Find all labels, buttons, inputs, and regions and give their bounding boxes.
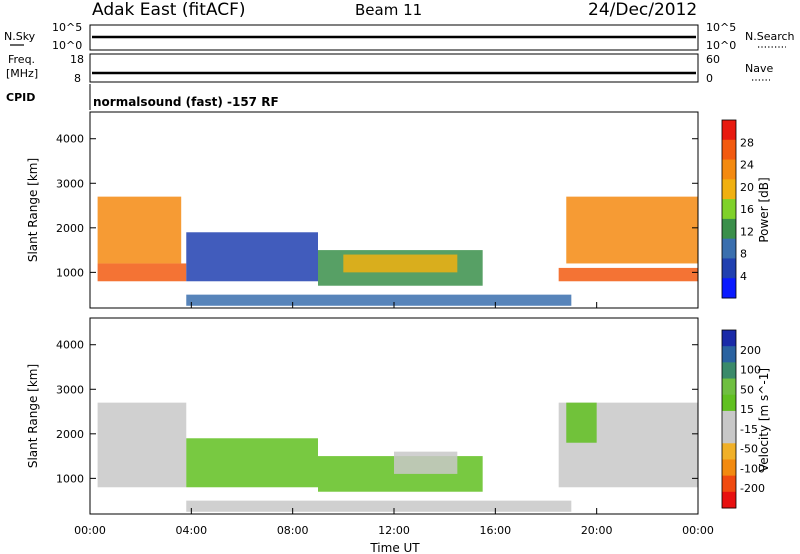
nsky-tick-bottom: 10^0 <box>52 39 82 52</box>
power-colorbar: 28 24 20 16 12 8 4 Power [dB] <box>721 119 771 299</box>
power-region-2 <box>186 232 318 282</box>
power-region-6 <box>558 267 698 282</box>
power-colorbar-cell <box>722 258 736 279</box>
velocity-colorbar-tick: -100 <box>740 462 765 475</box>
velocity-region-3 <box>394 451 458 474</box>
velocity-colorbar-cell <box>722 346 736 363</box>
velocity-colorbar-tick: 15 <box>740 403 754 416</box>
power-colorbar-cell <box>722 139 736 161</box>
velocity-region-0 <box>97 402 187 488</box>
velocity-colorbar-cell <box>722 330 736 347</box>
velocity-colorbar-cell <box>722 394 736 412</box>
power-colorbar-label: Power [dB] <box>757 177 771 242</box>
velocity-region-1 <box>186 438 318 488</box>
x-axis-title: Time UT <box>369 541 420 554</box>
velocity-colorbar-tick: -15 <box>740 423 758 436</box>
cpid-text: normalsound (fast) -157 RF <box>93 95 279 109</box>
freq-label: Freq. <box>8 53 35 66</box>
nsearch-tick-bottom: 10^0 <box>706 39 736 52</box>
velocity-colorbar-tick: -50 <box>740 443 758 456</box>
velocity-region-4 <box>186 500 572 512</box>
power-y-axis-label: Slant Range [km] <box>26 158 40 262</box>
cpid-panel: CPID normalsound (fast) -157 RF <box>6 84 279 110</box>
x-tick-label: 00:00 <box>682 524 714 537</box>
x-tick-label: 00:00 <box>74 524 106 537</box>
power-ytick-label: 1000 <box>56 266 84 279</box>
power-colorbar-tick: 4 <box>740 270 747 283</box>
power-colorbar-cell <box>722 159 736 180</box>
x-tick-label: 08:00 <box>277 524 309 537</box>
velocity-colorbar-tick: 200 <box>740 344 761 357</box>
velocity-colorbar-cell <box>722 459 736 477</box>
freq-panel: Freq. [MHz] 18 8 60 0 Nave <box>6 53 773 85</box>
nave-tick-bottom: 0 <box>706 72 713 85</box>
velocity-panel: 1000 2000 3000 4000 Slant Range [km] <box>26 317 699 515</box>
power-colorbar-tick: 20 <box>740 181 754 194</box>
power-colorbar-cell <box>722 120 736 141</box>
power-colorbar-cell <box>722 278 736 299</box>
velocity-colorbar-tick: 50 <box>740 383 754 396</box>
velocity-colorbar-cell <box>722 475 736 493</box>
x-tick-label: 20:00 <box>581 524 613 537</box>
velocity-y-axis-label: Slant Range [km] <box>26 364 40 468</box>
velocity-colorbar-cell <box>722 491 736 509</box>
x-tick-label: 16:00 <box>479 524 511 537</box>
power-region-1 <box>97 196 182 264</box>
power-colorbar-tick: 12 <box>740 225 754 238</box>
power-colorbar-tick: 16 <box>740 203 754 216</box>
power-colorbar-cell <box>722 179 736 200</box>
power-region-4 <box>343 254 458 273</box>
freq-tick-bottom: 8 <box>74 72 81 85</box>
velocity-ytick-label: 4000 <box>56 339 84 352</box>
power-region-5 <box>186 294 572 306</box>
velocity-ytick-label: 3000 <box>56 383 84 396</box>
date-title: 24/Dec/2012 <box>588 0 697 20</box>
nave-label: Nave <box>745 62 773 75</box>
x-tick-label: 04:00 <box>175 524 207 537</box>
beam-title: Beam 11 <box>355 1 422 19</box>
power-region-0 <box>97 263 187 282</box>
freq-unit-label: [MHz] <box>6 67 38 80</box>
nave-tick-top: 60 <box>706 53 720 66</box>
freq-tick-top: 18 <box>70 53 84 66</box>
nsky-tick-top: 10^5 <box>52 21 82 34</box>
velocity-region-6 <box>566 402 597 443</box>
velocity-colorbar-cell <box>722 443 736 460</box>
power-colorbar-tick: 28 <box>740 136 754 149</box>
power-colorbar-cell <box>722 238 736 259</box>
radar-title: Adak East (fitACF) <box>92 0 246 20</box>
power-colorbar-cell <box>722 199 736 220</box>
x-tick-label: 12:00 <box>378 524 410 537</box>
velocity-ytick-label: 1000 <box>56 472 84 485</box>
power-colorbar-tick: 24 <box>740 159 754 172</box>
power-ytick-label: 3000 <box>56 177 84 190</box>
power-panel: 1000 2000 3000 4000 Slant Range [km] <box>26 111 699 309</box>
power-ytick-label: 4000 <box>56 133 84 146</box>
cpid-label: CPID <box>6 91 35 104</box>
velocity-colorbar-cell <box>722 427 736 444</box>
power-region-7 <box>566 196 698 264</box>
velocity-colorbar-label: Velocity [m s^-1] <box>757 368 771 472</box>
power-ytick-label: 2000 <box>56 222 84 235</box>
nsky-label: N.Sky <box>4 30 36 43</box>
velocity-colorbar-cell <box>722 378 736 396</box>
power-colorbar-tick: 8 <box>740 248 747 261</box>
velocity-colorbar-tick: 100 <box>740 364 761 377</box>
velocity-ytick-label: 2000 <box>56 428 84 441</box>
velocity-colorbar-cell <box>722 362 736 380</box>
velocity-colorbar-cell <box>722 410 736 428</box>
power-colorbar-cell <box>722 218 736 240</box>
nsearch-tick-top: 10^5 <box>706 21 736 34</box>
velocity-colorbar: 200 100 50 15 -15 -50 -100 -200 Velocity [m s^-… <box>721 329 771 509</box>
noise-panel: N.Sky 10^5 10^0 10^5 10^0 N.Search <box>4 21 795 52</box>
nsearch-label: N.Search <box>745 30 795 43</box>
x-axis-labels: 00:00 04:00 08:00 12:00 16:00 20:00 00:00 <box>74 524 714 537</box>
velocity-colorbar-tick: -200 <box>740 482 765 495</box>
